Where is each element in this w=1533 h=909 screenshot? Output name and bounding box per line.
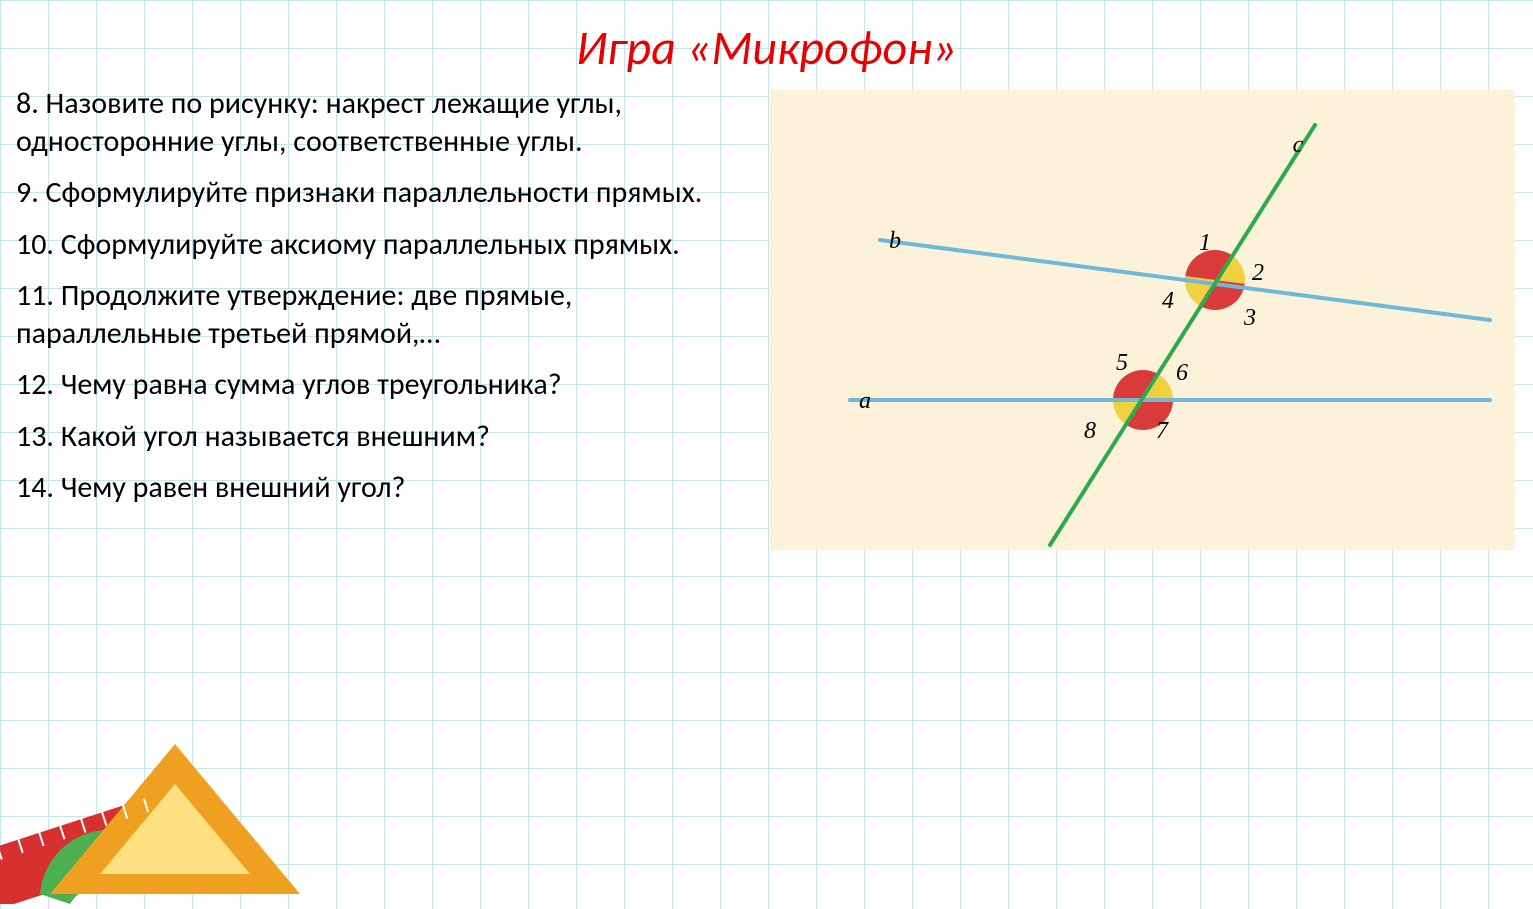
question-14: 14. Чему равен внешний угол? bbox=[16, 469, 756, 507]
page-title: Игра «Микрофон» bbox=[0, 0, 1533, 85]
svg-text:1: 1 bbox=[1199, 230, 1211, 256]
svg-text:c: c bbox=[1293, 132, 1304, 158]
question-11: 11. Продолжите утверждение: две прямые, … bbox=[16, 277, 756, 352]
svg-text:4: 4 bbox=[1162, 288, 1174, 314]
question-8: 8. Назовите по рисунку: накрест лежащие … bbox=[16, 85, 756, 160]
svg-text:3: 3 bbox=[1243, 305, 1256, 331]
question-9: 9. Сформулируйте признаки параллельности… bbox=[16, 174, 756, 212]
question-12: 12. Чему равна сумма углов треугольника? bbox=[16, 366, 756, 404]
svg-text:5: 5 bbox=[1116, 350, 1128, 376]
corner-decoration-icon bbox=[0, 684, 340, 904]
questions-list: 8. Назовите по рисунку: накрест лежащие … bbox=[16, 85, 756, 521]
svg-text:8: 8 bbox=[1084, 418, 1096, 444]
angle-diagram: 1 2 3 4 5 6 7 8 a b c bbox=[770, 90, 1515, 550]
question-13: 13. Какой угол называется внешним? bbox=[16, 418, 756, 456]
svg-text:b: b bbox=[889, 228, 901, 254]
svg-text:a: a bbox=[859, 388, 871, 414]
svg-text:2: 2 bbox=[1252, 260, 1264, 286]
svg-text:6: 6 bbox=[1176, 360, 1188, 386]
svg-text:7: 7 bbox=[1156, 418, 1169, 444]
question-10: 10. Сформулируйте аксиому параллельных п… bbox=[16, 226, 756, 264]
